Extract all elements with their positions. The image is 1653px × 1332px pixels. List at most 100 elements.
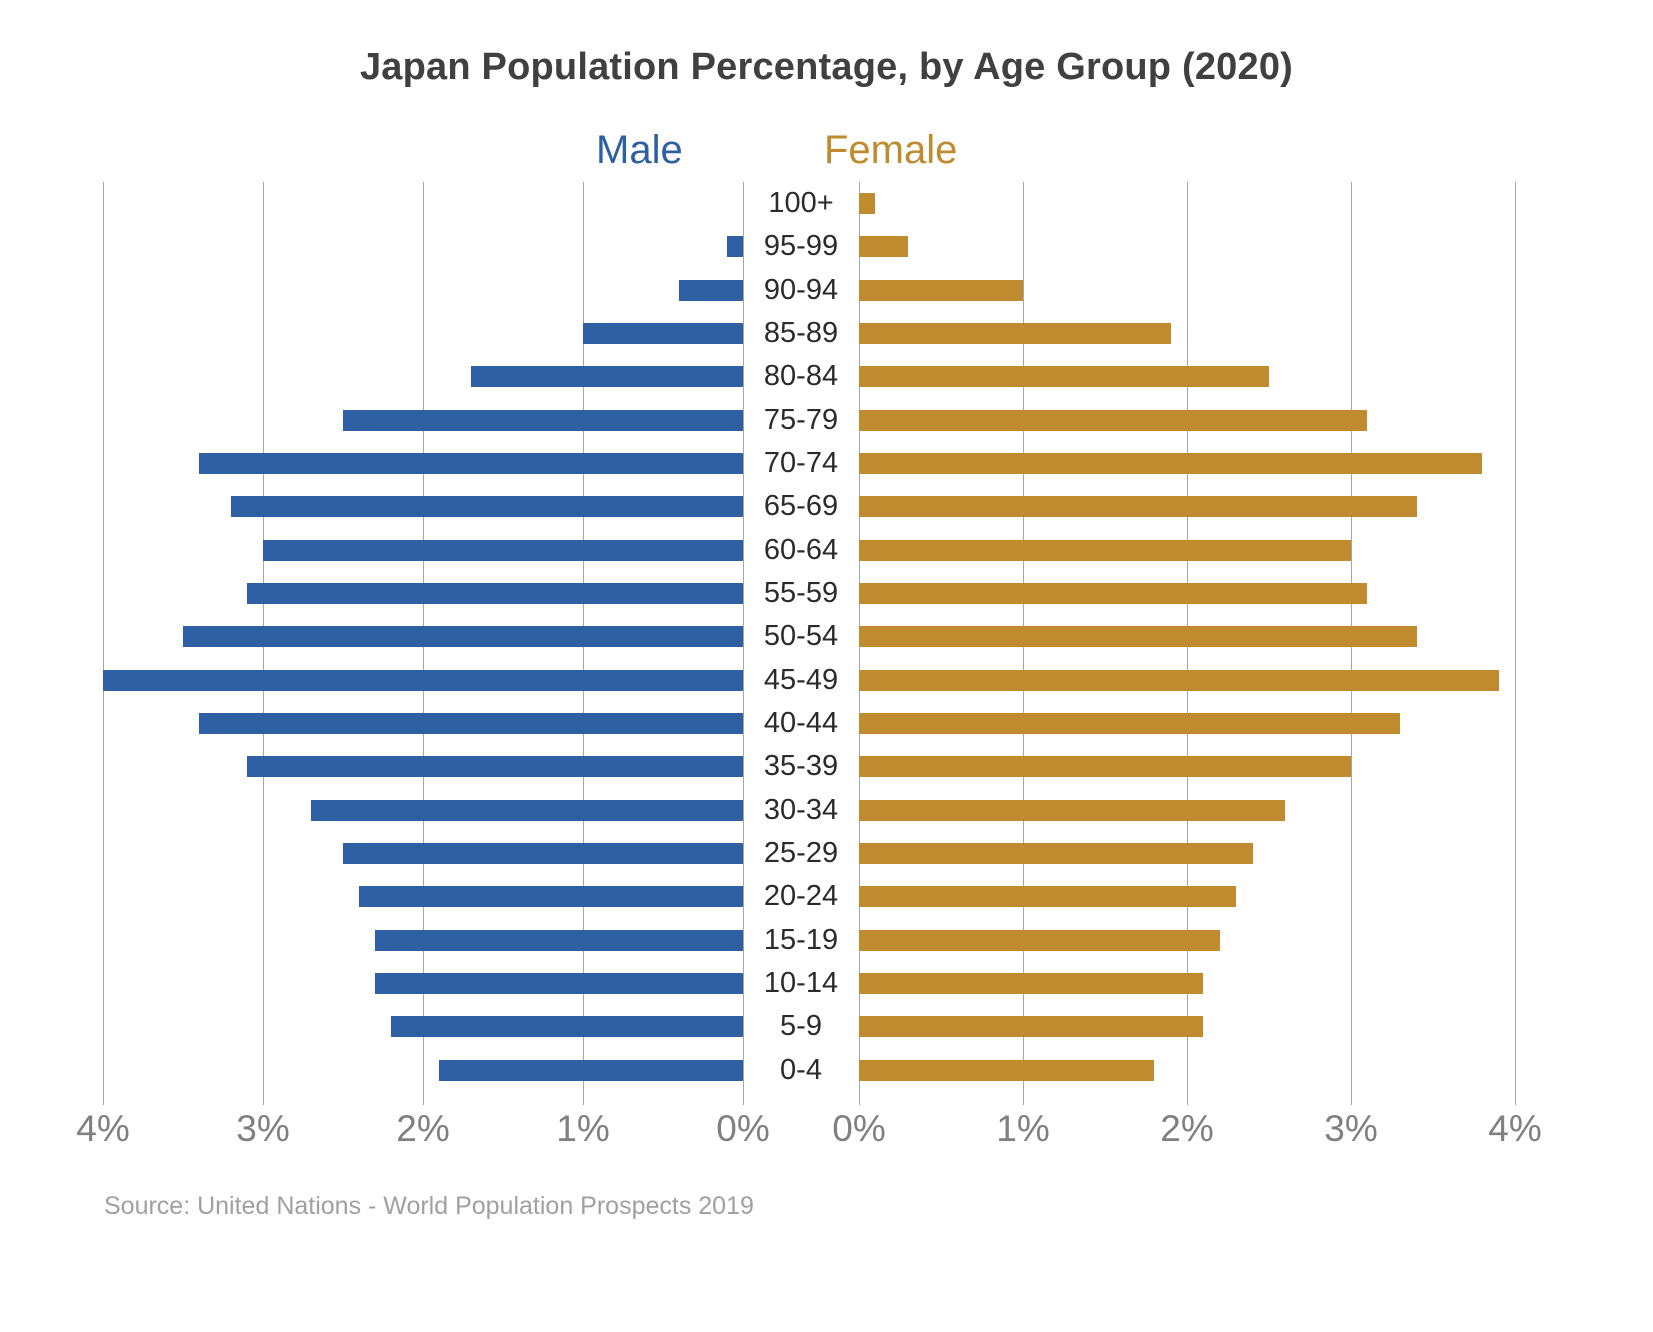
bar-male-75-79[interactable] xyxy=(343,409,743,431)
bar-row xyxy=(859,312,1515,355)
x-tick-label-right-3: 3% xyxy=(1324,1108,1378,1149)
x-tick-mark xyxy=(1023,1092,1024,1105)
bar-female-25-29[interactable] xyxy=(859,843,1253,865)
page-title: Japan Population Percentage, by Age Grou… xyxy=(359,46,1294,88)
legend-label-female: Female xyxy=(824,128,958,172)
bar-row xyxy=(859,225,1515,268)
bar-row xyxy=(859,832,1515,875)
age-group-label-95-99: 95-99 xyxy=(763,230,839,263)
age-group-label-45-49: 45-49 xyxy=(763,663,839,696)
bar-row xyxy=(103,399,743,442)
age-group-label-25-29: 25-29 xyxy=(763,837,839,870)
bar-female-45-49[interactable] xyxy=(859,669,1499,691)
bar-row xyxy=(859,659,1515,702)
bar-female-75-79[interactable] xyxy=(859,409,1368,431)
bar-row xyxy=(859,745,1515,788)
bar-female-65-69[interactable] xyxy=(859,496,1417,518)
bar-male-25-29[interactable] xyxy=(343,843,743,865)
male-bar-rows xyxy=(103,182,743,1092)
age-group-label-35-39: 35-39 xyxy=(763,750,839,783)
bar-male-50-54[interactable] xyxy=(183,626,743,648)
bar-male-95-99[interactable] xyxy=(727,236,743,258)
bar-row xyxy=(859,182,1515,225)
bar-row xyxy=(859,615,1515,658)
bar-row xyxy=(859,702,1515,745)
bar-male-5-9[interactable] xyxy=(391,1016,743,1038)
x-tick-mark xyxy=(103,1092,104,1105)
bar-male-70-74[interactable] xyxy=(199,453,743,475)
bar-male-90-94[interactable] xyxy=(679,279,743,301)
bar-female-15-19[interactable] xyxy=(859,929,1220,951)
bar-row xyxy=(103,182,743,225)
bar-male-80-84[interactable] xyxy=(471,366,743,388)
bar-female-100+[interactable] xyxy=(859,193,876,215)
bar-male-20-24[interactable] xyxy=(359,886,743,908)
female-bar-rows xyxy=(859,182,1515,1092)
female-panel xyxy=(859,182,1516,1092)
bar-male-60-64[interactable] xyxy=(263,539,743,561)
age-group-label-50-54: 50-54 xyxy=(763,620,839,653)
bar-row xyxy=(103,1005,743,1048)
x-tick-mark xyxy=(1187,1092,1188,1105)
bar-female-70-74[interactable] xyxy=(859,453,1483,475)
bar-female-35-39[interactable] xyxy=(859,756,1351,778)
bar-male-35-39[interactable] xyxy=(247,756,743,778)
bar-row xyxy=(103,615,743,658)
bar-male-45-49[interactable] xyxy=(103,669,743,691)
gridline xyxy=(1515,182,1516,1092)
bar-female-30-34[interactable] xyxy=(859,799,1286,821)
bar-row xyxy=(103,875,743,918)
bar-row xyxy=(859,442,1515,485)
bar-male-15-19[interactable] xyxy=(375,929,743,951)
bar-row xyxy=(103,1049,743,1092)
bar-row xyxy=(103,269,743,312)
bar-female-95-99[interactable] xyxy=(859,236,909,258)
x-tick-label-left-2: 2% xyxy=(396,1108,450,1149)
bar-male-0-4[interactable] xyxy=(439,1059,743,1081)
bar-male-40-44[interactable] xyxy=(199,713,743,735)
x-tick-mark xyxy=(263,1092,264,1105)
age-group-label-10-14: 10-14 xyxy=(763,967,839,1000)
x-tick-mark xyxy=(583,1092,584,1105)
bar-row xyxy=(103,225,743,268)
bar-male-65-69[interactable] xyxy=(231,496,743,518)
bar-male-10-14[interactable] xyxy=(375,973,743,995)
bar-row xyxy=(103,572,743,615)
bar-female-10-14[interactable] xyxy=(859,973,1204,995)
bar-female-80-84[interactable] xyxy=(859,366,1269,388)
bar-female-55-59[interactable] xyxy=(859,583,1368,605)
bar-row xyxy=(103,442,743,485)
bar-male-30-34[interactable] xyxy=(311,799,743,821)
bar-row xyxy=(103,919,743,962)
bar-row xyxy=(103,745,743,788)
bar-female-50-54[interactable] xyxy=(859,626,1417,648)
age-group-label-5-9: 5-9 xyxy=(780,1010,822,1043)
bar-row xyxy=(859,572,1515,615)
bar-row xyxy=(859,269,1515,312)
bar-row xyxy=(859,485,1515,528)
age-group-label-30-34: 30-34 xyxy=(763,793,839,826)
age-group-label-0-4: 0-4 xyxy=(780,1053,822,1086)
bar-row xyxy=(103,659,743,702)
bar-male-85-89[interactable] xyxy=(583,323,743,345)
bar-female-5-9[interactable] xyxy=(859,1016,1204,1038)
x-tick-label-right-1: 1% xyxy=(996,1108,1050,1149)
bar-female-85-89[interactable] xyxy=(859,323,1171,345)
bar-female-40-44[interactable] xyxy=(859,713,1401,735)
age-group-label-55-59: 55-59 xyxy=(763,577,839,610)
bar-row xyxy=(103,789,743,832)
x-tick-label-left-0: 4% xyxy=(76,1108,130,1149)
bar-female-0-4[interactable] xyxy=(859,1059,1155,1081)
age-group-label-80-84: 80-84 xyxy=(763,360,839,393)
bar-female-20-24[interactable] xyxy=(859,886,1237,908)
bar-row xyxy=(859,919,1515,962)
bar-row xyxy=(103,355,743,398)
x-tick-label-right-2: 2% xyxy=(1160,1108,1214,1149)
bar-female-60-64[interactable] xyxy=(859,539,1351,561)
age-group-label-70-74: 70-74 xyxy=(763,447,839,480)
age-group-label-75-79: 75-79 xyxy=(763,403,839,436)
bar-male-55-59[interactable] xyxy=(247,583,743,605)
age-group-label-40-44: 40-44 xyxy=(763,707,839,740)
bar-female-90-94[interactable] xyxy=(859,279,1023,301)
x-tick-mark xyxy=(1515,1092,1516,1105)
